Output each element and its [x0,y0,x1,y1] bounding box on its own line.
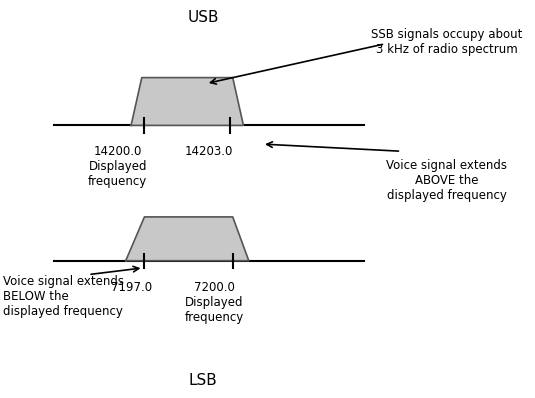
Text: 7200.0
Displayed
frequency: 7200.0 Displayed frequency [185,281,243,324]
Text: Voice signal extends
ABOVE the
displayed frequency: Voice signal extends ABOVE the displayed… [386,159,507,202]
Text: LSB: LSB [189,373,218,388]
Text: 14200.0
Displayed
frequency: 14200.0 Displayed frequency [88,145,147,188]
Text: USB: USB [188,10,219,25]
Polygon shape [131,78,243,125]
Text: SSB signals occupy about
3 kHz of radio spectrum: SSB signals occupy about 3 kHz of radio … [371,28,522,56]
Polygon shape [126,217,249,261]
Text: Voice signal extends
BELOW the
displayed frequency: Voice signal extends BELOW the displayed… [3,275,124,318]
Text: 14203.0: 14203.0 [185,145,233,158]
Text: 7197.0: 7197.0 [111,281,151,294]
